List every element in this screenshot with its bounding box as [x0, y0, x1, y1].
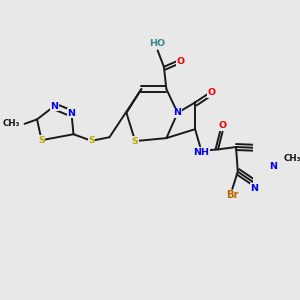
Text: CH₃: CH₃ [3, 119, 20, 128]
Text: Br: Br [226, 190, 239, 200]
Text: CH₃: CH₃ [283, 154, 300, 163]
Text: N: N [68, 109, 76, 118]
Text: N: N [174, 108, 182, 117]
Text: S: S [132, 136, 139, 146]
Text: N: N [50, 102, 58, 111]
Text: O: O [177, 57, 185, 66]
Text: HO: HO [150, 39, 166, 48]
Text: N: N [269, 162, 277, 171]
Text: S: S [88, 136, 95, 145]
Text: O: O [218, 121, 226, 130]
Text: NH: NH [193, 148, 209, 157]
Text: N: N [250, 184, 258, 193]
Text: S: S [38, 136, 45, 145]
Text: O: O [207, 88, 215, 97]
